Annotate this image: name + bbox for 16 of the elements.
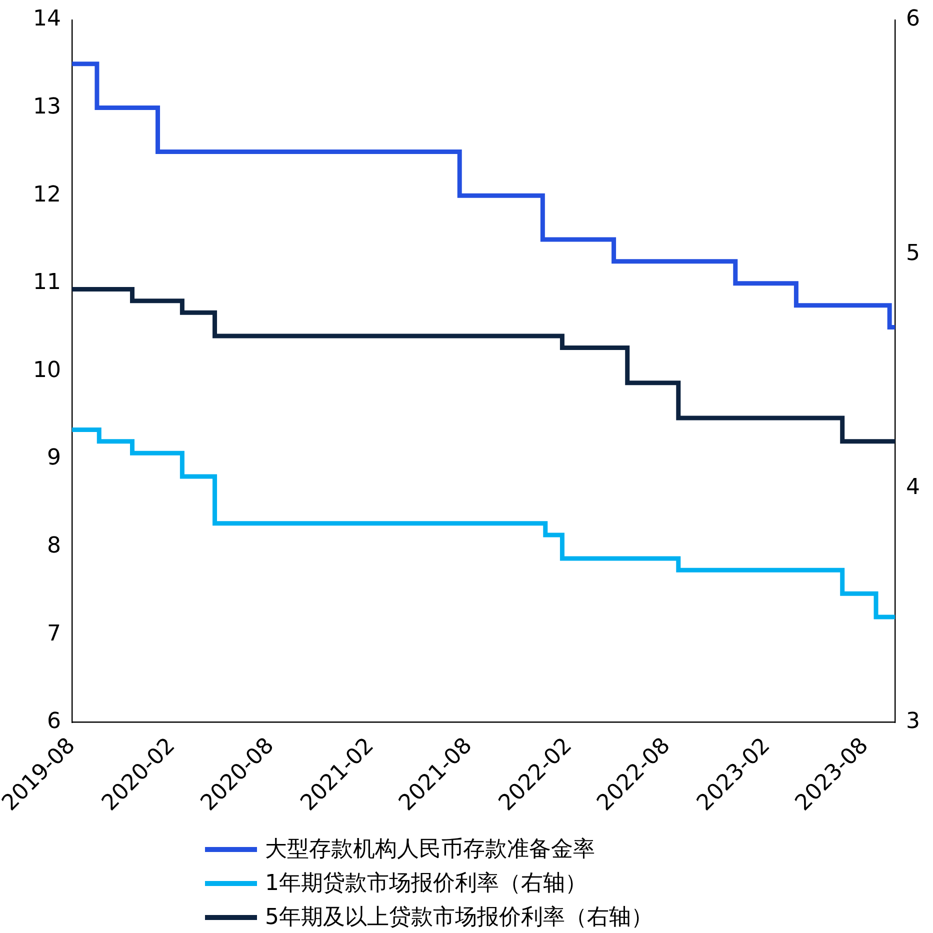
y-tick-label: 7 [46, 621, 61, 646]
y-tick-label: 9 [46, 446, 61, 471]
y-tick-label: 11 [32, 270, 61, 296]
y2-tick-label: 6 [906, 6, 920, 32]
y-tick-label: 14 [32, 6, 61, 32]
y2-tick-label: 3 [906, 709, 920, 734]
y2-tick-label: 4 [906, 474, 920, 500]
legend-label: 大型存款机构人民币存款准备金率 [265, 836, 595, 864]
legend-label: 5年期及以上贷款市场报价利率（右轴） [265, 904, 653, 932]
legend-label: 1年期贷款市场报价利率（右轴） [265, 870, 587, 898]
y2-tick-label: 5 [906, 240, 920, 266]
y-tick-label: 12 [32, 182, 61, 208]
y-tick-label: 13 [32, 94, 61, 120]
y-tick-label: 8 [46, 533, 61, 558]
y-tick-label: 10 [32, 358, 61, 383]
y-tick-label: 6 [46, 709, 61, 734]
